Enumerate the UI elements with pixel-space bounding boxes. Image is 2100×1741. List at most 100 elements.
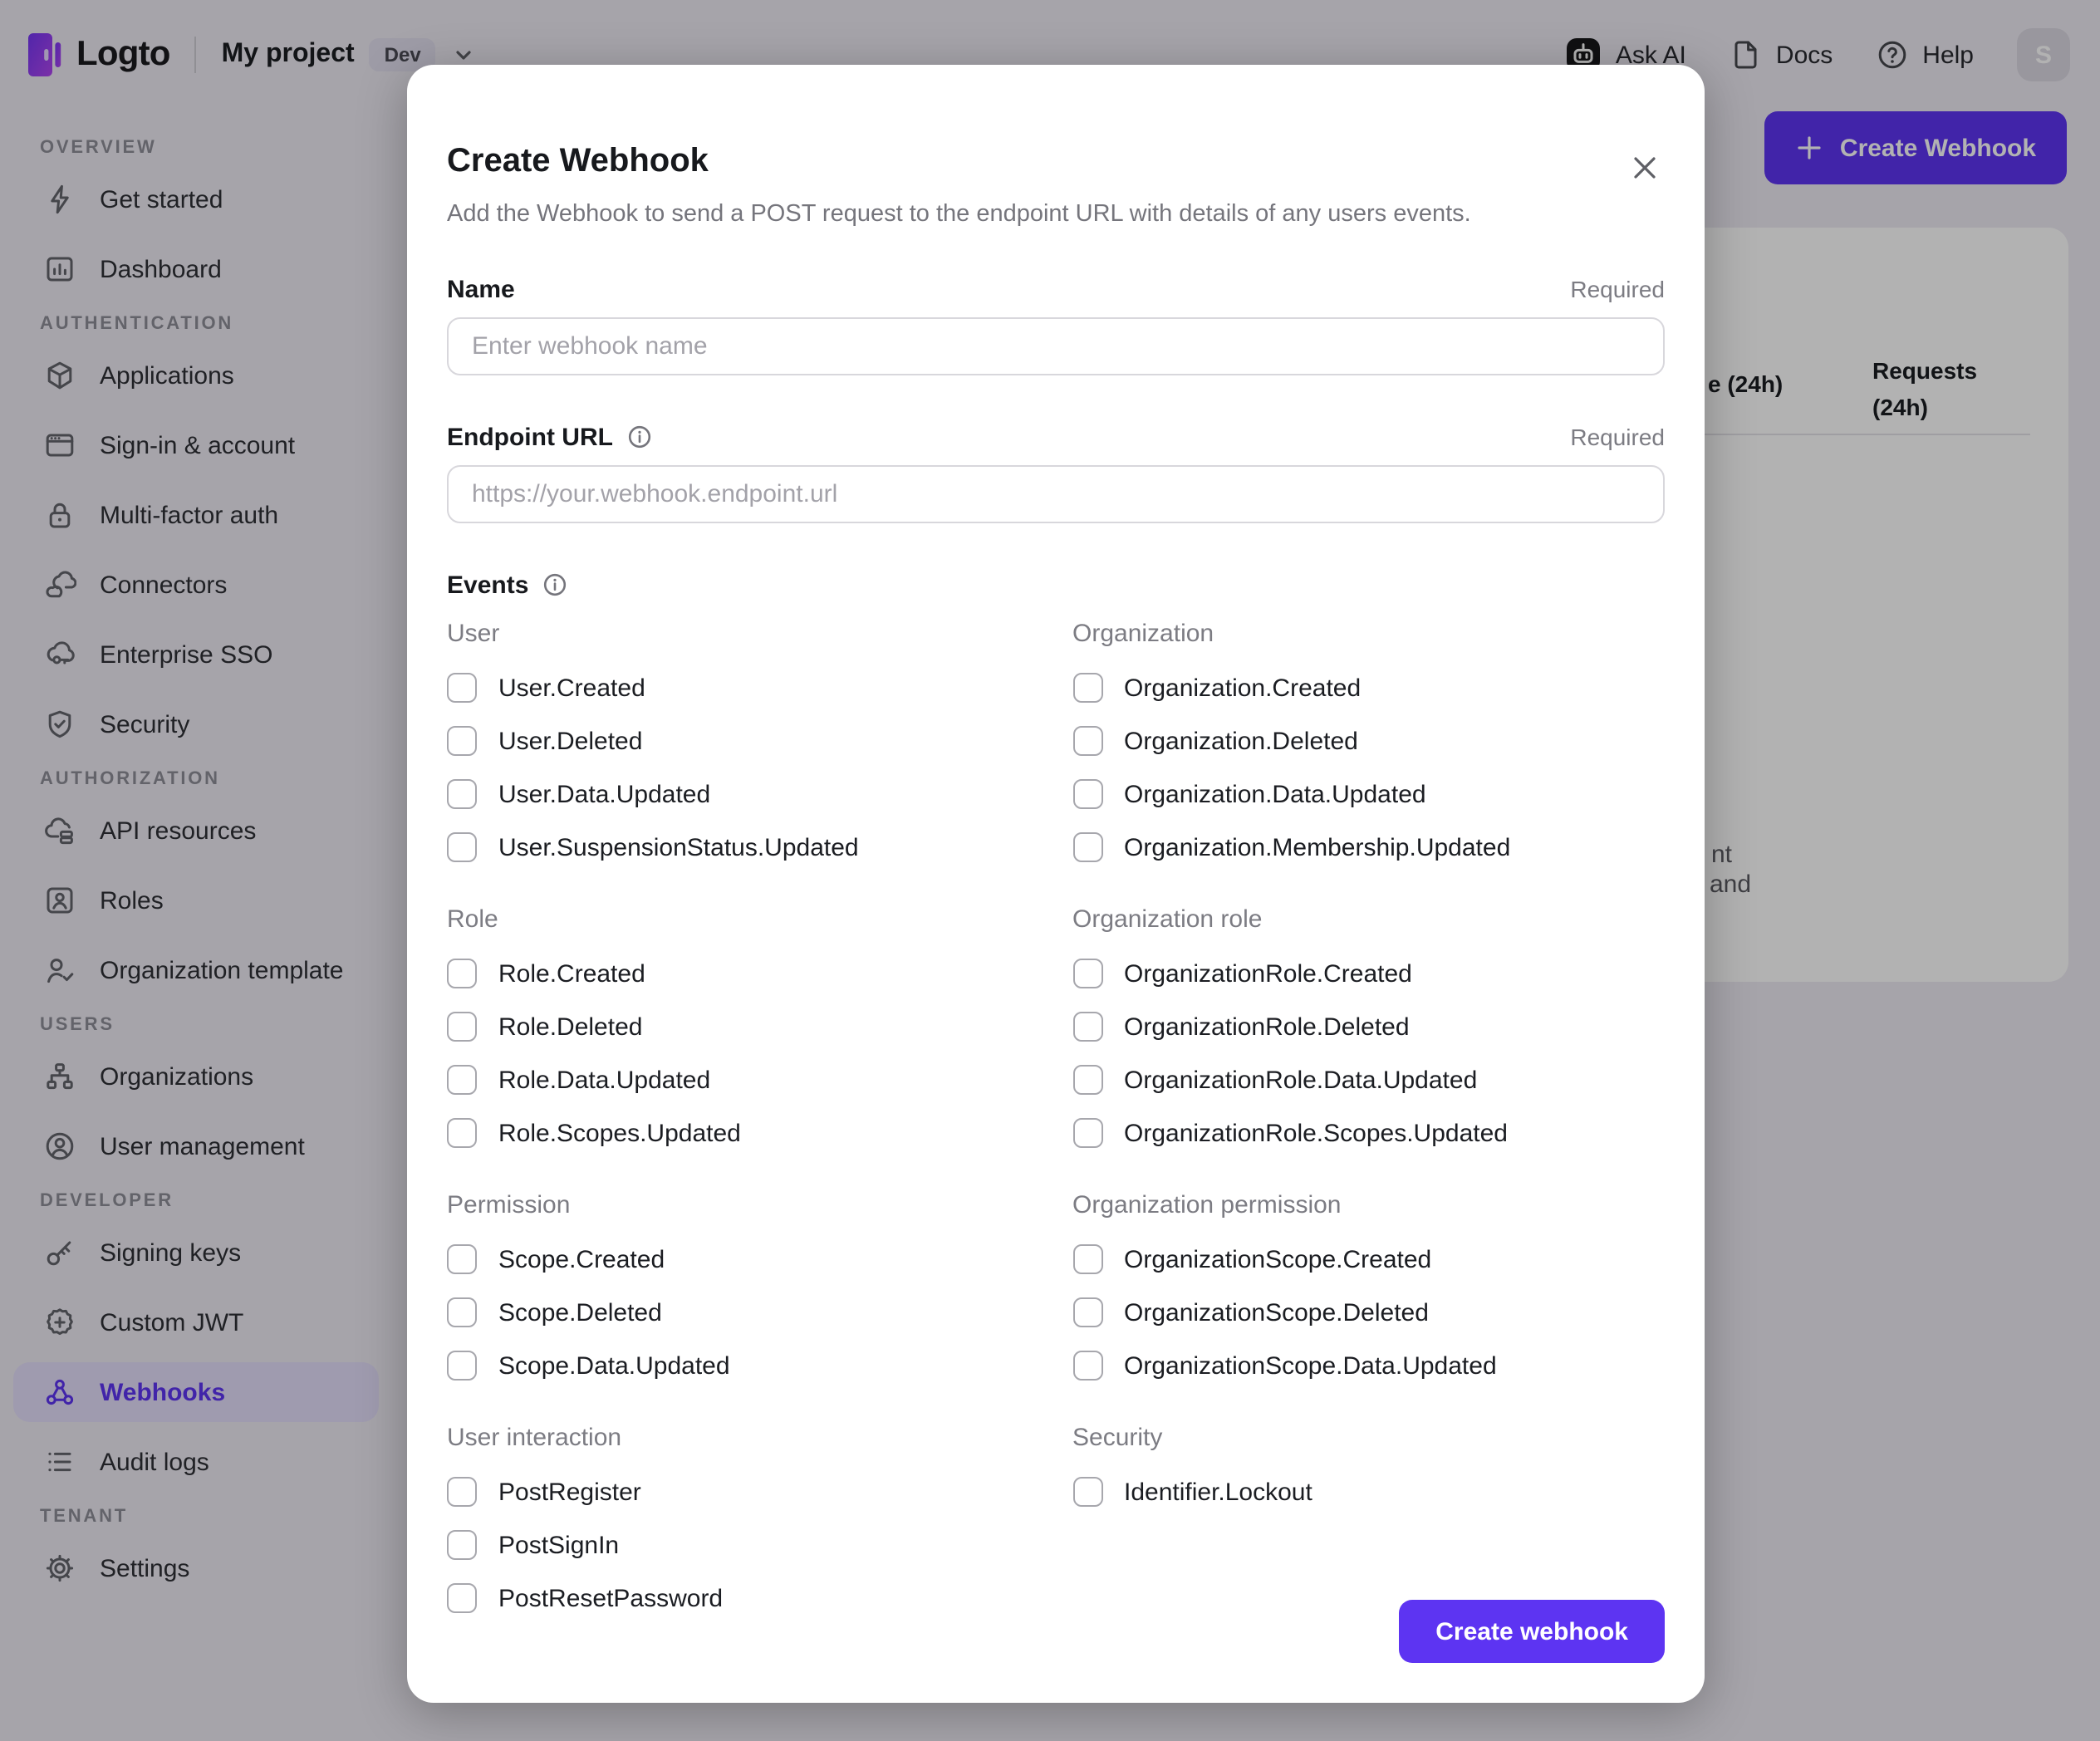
event-row-role-data-updated[interactable]: Role.Data.Updated xyxy=(447,1062,1039,1098)
checkbox-role-data-updated[interactable] xyxy=(447,1065,477,1095)
checkbox-role-scopes-updated[interactable] xyxy=(447,1118,477,1148)
checkbox-user-suspensionstatus-updated[interactable] xyxy=(447,832,477,862)
event-row-user-suspensionstatus-updated[interactable]: User.SuspensionStatus.Updated xyxy=(447,829,1039,866)
event-row-user-deleted[interactable]: User.Deleted xyxy=(447,723,1039,759)
user-avatar[interactable]: S xyxy=(2017,28,2070,81)
event-row-role-deleted[interactable]: Role.Deleted xyxy=(447,1008,1039,1045)
sidebar-item-api-resources[interactable]: API resources xyxy=(13,801,379,861)
event-row-organization-data-updated[interactable]: Organization.Data.Updated xyxy=(1072,776,1665,812)
checkbox-user-data-updated[interactable] xyxy=(447,779,477,809)
event-row-postregister[interactable]: PostRegister xyxy=(447,1474,1039,1510)
checkbox-postresetpassword[interactable] xyxy=(447,1583,477,1613)
checkbox-organizationrole-deleted[interactable] xyxy=(1072,1012,1102,1042)
sidebar-item-roles[interactable]: Roles xyxy=(13,870,379,930)
sidebar-item-organization-template[interactable]: Organization template xyxy=(13,940,379,1000)
event-row-organizationrole-deleted[interactable]: OrganizationRole.Deleted xyxy=(1072,1008,1665,1045)
sidebar-item-signing-keys[interactable]: Signing keys xyxy=(13,1223,379,1282)
sidebar-item-security[interactable]: Security xyxy=(13,694,379,754)
event-row-postresetpassword[interactable]: PostResetPassword xyxy=(447,1580,1039,1616)
checkbox-postregister[interactable] xyxy=(447,1477,477,1507)
create-webhook-button[interactable]: Create Webhook xyxy=(1764,111,2067,184)
checkbox-organization-created[interactable] xyxy=(1072,673,1102,703)
checkbox-organizationscope-data-updated[interactable] xyxy=(1072,1351,1102,1381)
close-button[interactable] xyxy=(1628,151,1661,184)
sidebar-item-connectors[interactable]: Connectors xyxy=(13,555,379,615)
event-row-organization-deleted[interactable]: Organization.Deleted xyxy=(1072,723,1665,759)
key-icon xyxy=(43,1236,76,1269)
sidebar-item-organizations[interactable]: Organizations xyxy=(13,1047,379,1106)
checkbox-organizationrole-scopes-updated[interactable] xyxy=(1072,1118,1102,1148)
sidebar-item-label: Dashboard xyxy=(100,255,222,283)
sidebar-item-audit-logs[interactable]: Audit logs xyxy=(13,1432,379,1492)
checkbox-organizationscope-deleted[interactable] xyxy=(1072,1297,1102,1327)
project-switcher[interactable]: My project Dev xyxy=(222,38,478,71)
checkbox-postsignin[interactable] xyxy=(447,1530,477,1560)
event-group-title: Organization role xyxy=(1072,905,1263,934)
checkbox-scope-data-updated[interactable] xyxy=(447,1351,477,1381)
event-row-identifier-lockout[interactable]: Identifier.Lockout xyxy=(1072,1474,1665,1510)
sidebar-item-user-management[interactable]: User management xyxy=(13,1116,379,1176)
close-icon xyxy=(1634,157,1656,179)
docs-button[interactable]: Docs xyxy=(1730,38,1833,71)
checkbox-organizationscope-created[interactable] xyxy=(1072,1244,1102,1274)
checkbox-organizationrole-created[interactable] xyxy=(1072,959,1102,988)
table-header-col2: Requests (24h) xyxy=(1872,357,1978,420)
event-row-role-scopes-updated[interactable]: Role.Scopes.Updated xyxy=(447,1115,1039,1151)
event-row-organization-created[interactable]: Organization.Created xyxy=(1072,669,1665,706)
checkbox-organization-membership-updated[interactable] xyxy=(1072,832,1102,862)
event-row-scope-data-updated[interactable]: Scope.Data.Updated xyxy=(447,1347,1039,1384)
sidebar-section-label-developer: DEVELOPER xyxy=(40,1191,174,1211)
sidebar-item-dashboard[interactable]: Dashboard xyxy=(13,239,379,299)
sidebar-item-multi-factor-auth[interactable]: Multi-factor auth xyxy=(13,485,379,545)
sidebar-item-get-started[interactable]: Get started xyxy=(13,169,379,229)
sidebar-item-applications[interactable]: Applications xyxy=(13,346,379,405)
sidebar-item-label: Connectors xyxy=(100,571,228,599)
name-field-row: Name Required xyxy=(447,271,1665,307)
checkbox-role-created[interactable] xyxy=(447,959,477,988)
checkbox-scope-created[interactable] xyxy=(447,1244,477,1274)
sidebar-item-custom-jwt[interactable]: Custom JWT xyxy=(13,1292,379,1352)
event-row-user-data-updated[interactable]: User.Data.Updated xyxy=(447,776,1039,812)
event-row-postsignin[interactable]: PostSignIn xyxy=(447,1527,1039,1563)
checkbox-scope-deleted[interactable] xyxy=(447,1297,477,1327)
event-row-organizationrole-created[interactable]: OrganizationRole.Created xyxy=(1072,955,1665,992)
webhook-name-input[interactable] xyxy=(447,317,1665,375)
checkbox-user-created[interactable] xyxy=(447,673,477,703)
info-icon[interactable] xyxy=(542,571,568,598)
info-icon[interactable] xyxy=(626,424,653,450)
endpoint-url-input[interactable] xyxy=(447,465,1665,523)
sidebar-item-enterprise-sso[interactable]: Enterprise SSO xyxy=(13,625,379,684)
sidebar-section-label-users: USERS xyxy=(40,1015,115,1035)
help-button[interactable]: Help xyxy=(1876,38,1974,71)
event-label: OrganizationScope.Data.Updated xyxy=(1124,1351,1497,1380)
sidebar-item-webhooks[interactable]: Webhooks xyxy=(13,1362,379,1422)
event-row-organizationscope-created[interactable]: OrganizationScope.Created xyxy=(1072,1241,1665,1278)
checkbox-user-deleted[interactable] xyxy=(447,726,477,756)
checkbox-identifier-lockout[interactable] xyxy=(1072,1477,1102,1507)
checkbox-organization-data-updated[interactable] xyxy=(1072,779,1102,809)
event-label: PostRegister xyxy=(498,1478,641,1506)
event-label: Role.Scopes.Updated xyxy=(498,1119,741,1147)
checkbox-role-deleted[interactable] xyxy=(447,1012,477,1042)
chevron-down-icon xyxy=(457,51,472,60)
event-row-user-created[interactable]: User.Created xyxy=(447,669,1039,706)
event-row-organization-membership-updated[interactable]: Organization.Membership.Updated xyxy=(1072,829,1665,866)
sidebar-item-sign-in-account[interactable]: Sign-in & account xyxy=(13,415,379,475)
event-row-organizationrole-data-updated[interactable]: OrganizationRole.Data.Updated xyxy=(1072,1062,1665,1098)
checkbox-organizationrole-data-updated[interactable] xyxy=(1072,1065,1102,1095)
sidebar-item-settings[interactable]: Settings xyxy=(13,1538,379,1598)
webhook-icon xyxy=(43,1376,76,1409)
checkbox-organization-deleted[interactable] xyxy=(1072,726,1102,756)
event-row-organizationrole-scopes-updated[interactable]: OrganizationRole.Scopes.Updated xyxy=(1072,1115,1665,1151)
logo-wordmark: Logto xyxy=(76,35,170,73)
event-row-organizationscope-deleted[interactable]: OrganizationScope.Deleted xyxy=(1072,1294,1665,1331)
ask-ai-button[interactable]: Ask AI xyxy=(1566,37,1686,73)
event-row-organizationscope-data-updated[interactable]: OrganizationScope.Data.Updated xyxy=(1072,1347,1665,1384)
event-row-role-created[interactable]: Role.Created xyxy=(447,955,1039,992)
submit-create-webhook-button[interactable]: Create webhook xyxy=(1399,1600,1665,1663)
topbar-divider xyxy=(194,37,197,73)
event-row-scope-deleted[interactable]: Scope.Deleted xyxy=(447,1294,1039,1331)
event-label: Identifier.Lockout xyxy=(1124,1478,1312,1506)
event-label: Scope.Data.Updated xyxy=(498,1351,730,1380)
event-row-scope-created[interactable]: Scope.Created xyxy=(447,1241,1039,1278)
